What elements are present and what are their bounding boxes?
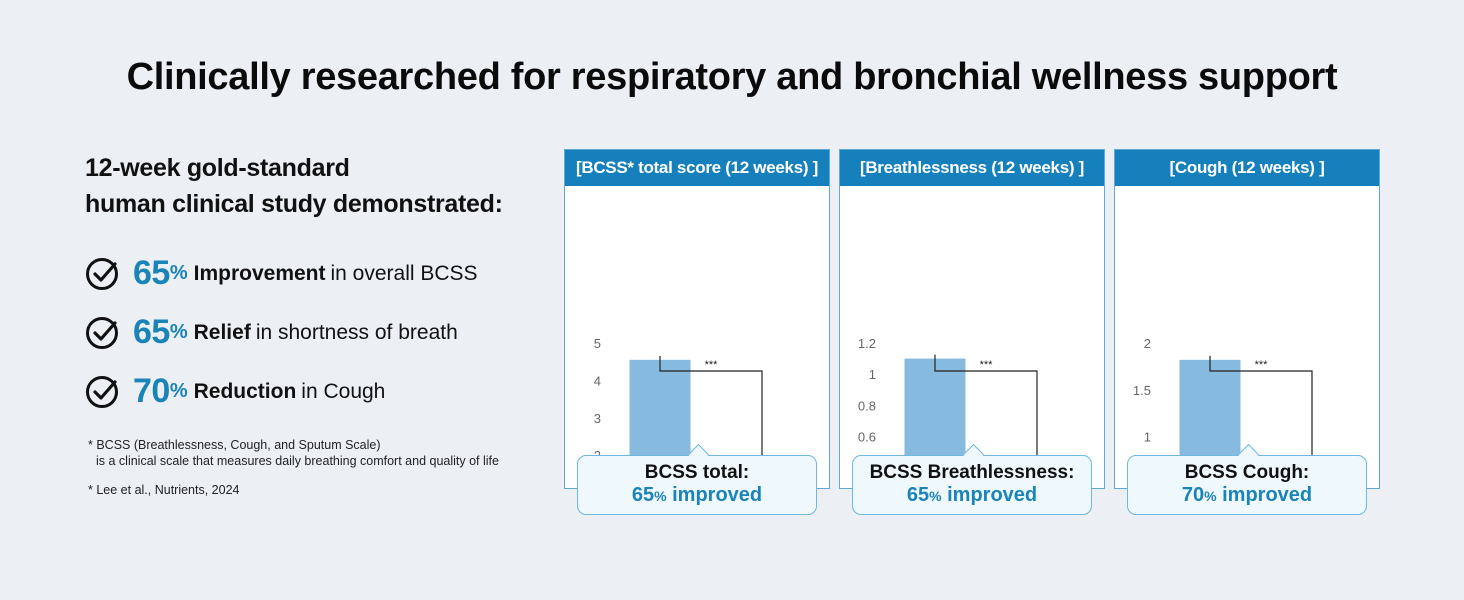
chart-title: [BCSS* total score (12 weeks) ] bbox=[565, 150, 829, 186]
stat-percent: % bbox=[169, 262, 188, 284]
chart-panel-breathlessness: [Breathlessness (12 weeks) ] 00.20.40.60… bbox=[839, 149, 1105, 489]
y-tick-label: 2 bbox=[1144, 336, 1151, 351]
callout-label: BCSS total: bbox=[644, 462, 750, 483]
callout-total: BCSS total: 65% improved bbox=[577, 443, 817, 515]
callout-percent: % bbox=[654, 488, 667, 504]
stat-keyword: Reduction bbox=[193, 379, 297, 403]
y-tick-label: 1.2 bbox=[858, 336, 876, 351]
significance-bracket bbox=[934, 354, 1038, 463]
stat-keyword: Relief bbox=[193, 320, 251, 344]
footnote-line: * BCSS (Breathlessness, Cough, and Sputu… bbox=[88, 438, 381, 452]
significance-marker: *** bbox=[1255, 359, 1269, 371]
stat-percent: % bbox=[169, 380, 188, 402]
stat-description: in overall BCSS bbox=[330, 261, 478, 285]
chart-title: [Breathlessness (12 weeks) ] bbox=[840, 150, 1104, 186]
stat-list: 65 % Improvement in overall BCSS 65 % Re… bbox=[85, 244, 545, 421]
callout-label: BCSS Cough: bbox=[1184, 462, 1310, 483]
bar-chart: 00.511.52Baseline12-week****** p<0.0001 … bbox=[1133, 336, 1343, 488]
stat-percent: % bbox=[169, 321, 188, 343]
bar-chart: 012345Baseline12-week****** p<0.0001 vs … bbox=[594, 336, 793, 488]
stat-item: 65 % Improvement in overall BCSS bbox=[85, 244, 545, 303]
callout-label: BCSS Breathlessness: bbox=[869, 462, 1075, 483]
chart-title: [Cough (12 weeks) ] bbox=[1115, 150, 1379, 186]
y-tick-label: 1 bbox=[869, 367, 876, 382]
significance-bracket bbox=[659, 355, 763, 463]
callout-number: 65 bbox=[906, 484, 930, 506]
y-tick-label: 1 bbox=[1144, 430, 1151, 445]
bar-chart: 00.20.40.60.811.2Baseline12-week****** p… bbox=[858, 336, 1068, 488]
callout-suffix: improved bbox=[1216, 484, 1313, 506]
stat-item: 65 % Relief in shortness of breath bbox=[85, 303, 545, 362]
callout-suffix: improved bbox=[666, 484, 763, 506]
summary-column: 12-week gold-standard human clinical stu… bbox=[85, 150, 545, 421]
y-tick-label: 1.5 bbox=[1133, 383, 1151, 398]
y-tick-label: 5 bbox=[594, 336, 601, 351]
chart-panel-cough: [Cough (12 weeks) ] 00.511.52Baseline12-… bbox=[1114, 149, 1380, 489]
check-circle-icon bbox=[86, 257, 118, 290]
intro-line-2: human clinical study demonstrated: bbox=[85, 190, 503, 218]
callout-value: 65% improved bbox=[853, 484, 1091, 507]
y-tick-label: 3 bbox=[594, 411, 601, 426]
callout-number: 70 bbox=[1181, 484, 1205, 506]
intro-text: 12-week gold-standard human clinical stu… bbox=[85, 150, 545, 222]
stat-keyword: Improvement bbox=[193, 261, 326, 285]
y-tick-label: 0.6 bbox=[858, 430, 876, 445]
chart-panel-total: [BCSS* total score (12 weeks) ] 012345Ba… bbox=[564, 149, 830, 489]
check-circle-icon bbox=[86, 375, 118, 408]
significance-marker: *** bbox=[980, 359, 994, 371]
significance-marker: *** bbox=[705, 359, 719, 371]
stat-description: in shortness of breath bbox=[255, 320, 458, 344]
stat-description: in Cough bbox=[301, 379, 386, 403]
callout-percent: % bbox=[1204, 488, 1217, 504]
footnote-line: is a clinical scale that measures daily … bbox=[96, 454, 499, 468]
footnote-bcss: * BCSS (Breathlessness, Cough, and Sputu… bbox=[88, 437, 499, 469]
callout-percent: % bbox=[929, 488, 942, 504]
stat-number: 70 bbox=[133, 372, 170, 410]
y-tick-label: 4 bbox=[594, 373, 601, 388]
intro-line-1: 12-week gold-standard bbox=[85, 154, 350, 182]
callout-value: 70% improved bbox=[1128, 484, 1366, 507]
footnote-reference: * Lee et al., Nutrients, 2024 bbox=[88, 483, 240, 497]
stat-number: 65 bbox=[133, 254, 170, 292]
callout-value: 65% improved bbox=[578, 484, 816, 507]
significance-bracket bbox=[1209, 355, 1313, 465]
callout-suffix: improved bbox=[941, 484, 1038, 506]
stat-number: 65 bbox=[133, 313, 170, 351]
page-title: Clinically researched for respiratory an… bbox=[126, 56, 1338, 98]
callout-cough: BCSS Cough: 70% improved bbox=[1127, 443, 1367, 515]
y-tick-label: 0.8 bbox=[858, 398, 876, 413]
check-circle-icon bbox=[86, 316, 118, 349]
callout-breathlessness: BCSS Breathlessness: 65% improved bbox=[852, 443, 1092, 515]
callout-number: 65 bbox=[631, 484, 655, 506]
stat-item: 70 % Reduction in Cough bbox=[85, 362, 545, 421]
